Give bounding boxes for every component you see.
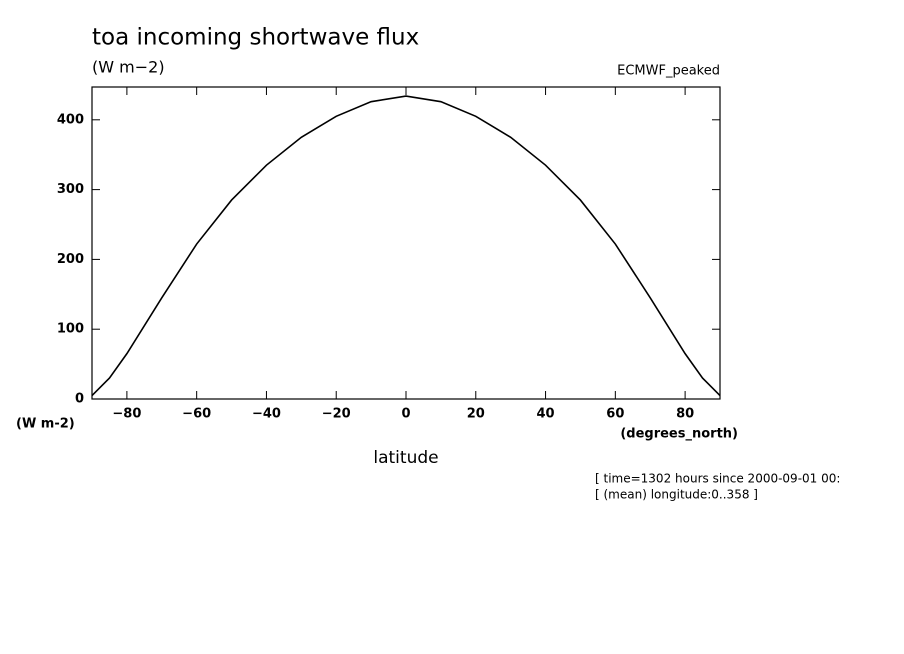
x-tick-label: −60 [182, 407, 211, 422]
y-tick-label: 300 [57, 182, 84, 197]
y-tick-label: 100 [57, 322, 84, 337]
y-tick-label: 0 [75, 392, 84, 407]
x-tick-label: −80 [112, 407, 141, 422]
x-tick-label: −20 [322, 407, 351, 422]
y-tick-label: 200 [57, 252, 84, 267]
chart-subtitle: (W m−2) [92, 58, 165, 77]
dataset-label: ECMWF_peaked [617, 64, 720, 79]
x-tick-label: 80 [676, 407, 694, 422]
x-axis-label: latitude [373, 448, 438, 468]
note: [ time=1302 hours since 2000-09-01 00: [595, 472, 840, 486]
x-tick-label: 40 [537, 407, 555, 422]
x-tick-label: −40 [252, 407, 281, 422]
x-tick-label: 20 [467, 407, 485, 422]
data-line [91, 95, 721, 397]
note: [ (mean) longitude:0..358 ] [595, 488, 758, 502]
y-tick-label: 400 [57, 112, 84, 127]
plot-frame [91, 86, 721, 400]
x-units: (degrees_north) [620, 427, 738, 442]
x-tick-label: 60 [606, 407, 624, 422]
y-units: (W m-2) [16, 417, 75, 432]
chart-title: toa incoming shortwave flux [92, 25, 419, 51]
x-tick-label: 0 [401, 407, 410, 422]
